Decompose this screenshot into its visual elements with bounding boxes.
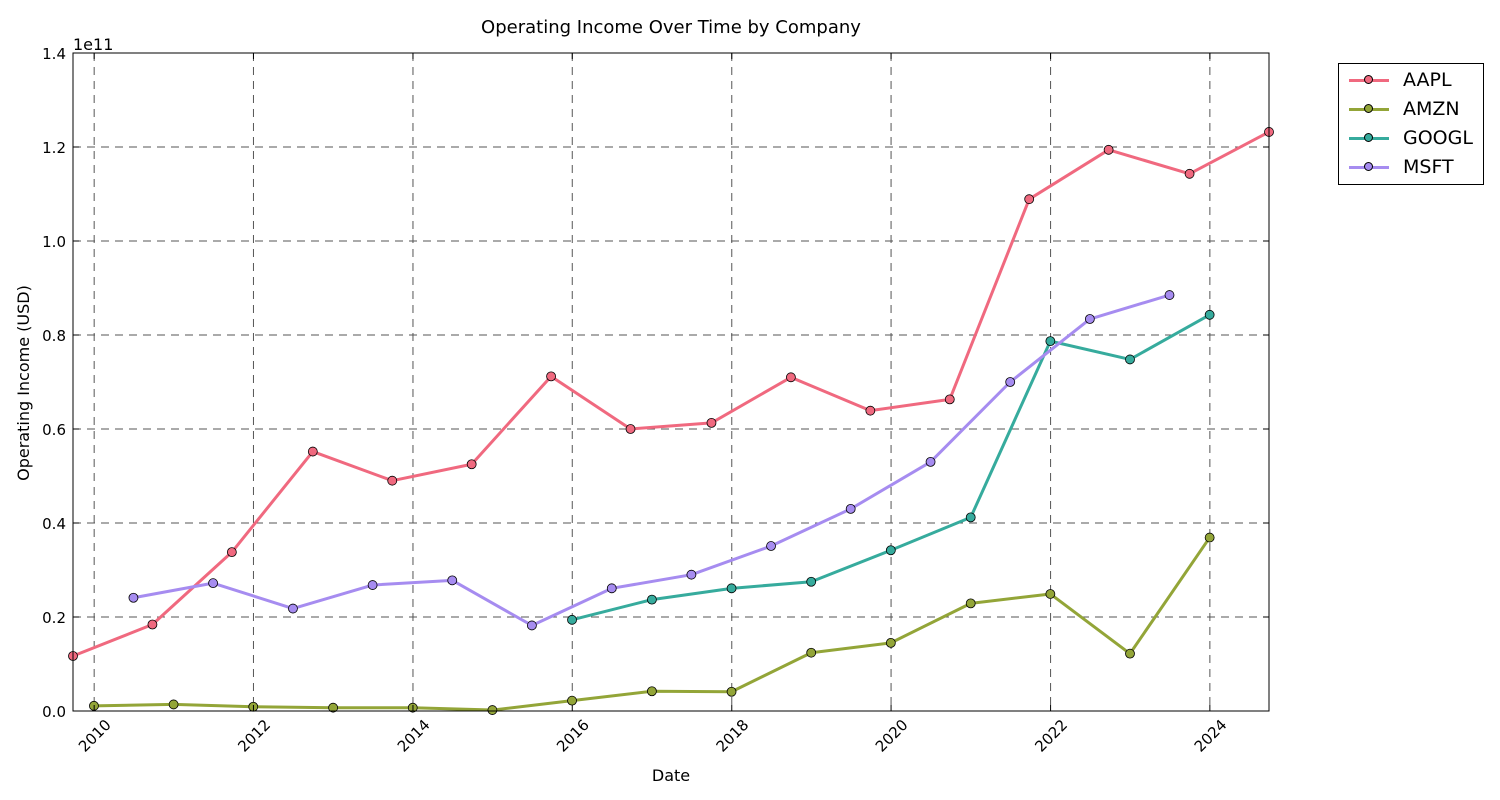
data-point-googl [726, 583, 737, 594]
data-point-amzn [168, 699, 179, 710]
x-axis-label: Date [652, 766, 690, 785]
data-point-aapl [865, 405, 876, 416]
y-tick-label: 1.4 [42, 45, 66, 63]
data-point-msft [288, 603, 298, 614]
data-point-googl [567, 614, 577, 625]
data-point-msft [845, 503, 856, 514]
series-line-amzn [92, 536, 1212, 712]
data-point-msft [1005, 377, 1016, 387]
data-point-aapl [466, 459, 477, 470]
x-tick-label: 2010 [75, 716, 115, 756]
legend-item-aapl: AAPL [1339, 66, 1485, 95]
plot-frame [72, 52, 1270, 712]
series-line-aapl [71, 130, 1271, 658]
legend-label-msft: MSFT [1403, 156, 1454, 178]
legend-marker-msft [1364, 162, 1373, 171]
data-point-msft [367, 580, 378, 590]
data-point-amzn [806, 647, 817, 658]
data-point-googl [885, 545, 896, 556]
data-point-googl [1045, 336, 1056, 347]
data-point-amzn [885, 637, 896, 648]
data-point-aapl [387, 475, 398, 486]
data-point-msft [766, 541, 776, 551]
data-point-msft [208, 578, 218, 589]
data-point-googl [1204, 309, 1215, 320]
data-point-amzn [1125, 648, 1135, 659]
data-point-amzn [1204, 532, 1215, 543]
tick-layer: 0.0 0.2 0.4 0.6 0.8 1.0 1.2 1.4 2010 2012 2014 2016… [42, 45, 1269, 756]
y-tick-label: 0.0 [42, 703, 66, 721]
y-tick-label: 0.6 [42, 421, 66, 439]
data-point-msft [128, 592, 139, 603]
data-point-aapl [1024, 194, 1035, 205]
data-point-amzn [1045, 589, 1056, 599]
y-axis-label: Operating Income (USD) [14, 285, 33, 481]
data-point-aapl [944, 394, 955, 405]
x-tick-label: 2020 [872, 716, 912, 756]
legend-label-aapl: AAPL [1403, 69, 1452, 91]
y-tick-label: 1.0 [42, 233, 66, 251]
y-tick-label: 0.2 [42, 609, 66, 627]
data-point-aapl [786, 372, 796, 383]
data-point-amzn [965, 598, 976, 609]
legend-item-googl: GOOGL [1339, 124, 1485, 153]
x-tick-label: 2012 [234, 716, 274, 756]
x-tick-label: 2022 [1031, 716, 1071, 756]
grid-layer [73, 53, 1269, 711]
x-tick-label: 2024 [1191, 716, 1231, 756]
data-point-aapl [546, 371, 556, 382]
legend-marker-aapl [1364, 75, 1373, 84]
data-point-aapl [625, 424, 636, 434]
data-point-amzn [567, 695, 577, 706]
y-tick-label: 1.2 [42, 139, 66, 157]
data-point-msft [606, 583, 617, 594]
data-point-msft [526, 620, 537, 631]
legend-item-msft: MSFT [1339, 153, 1485, 182]
x-tick-label: 2018 [713, 716, 753, 756]
data-point-aapl [1103, 144, 1114, 155]
data-point-googl [965, 512, 976, 523]
data-point-aapl [307, 446, 318, 457]
data-point-msft [1084, 314, 1095, 324]
data-point-googl [806, 576, 817, 587]
y-scale-label: 1e11 [73, 35, 113, 54]
data-point-msft [686, 569, 697, 580]
x-tick-label: 2014 [394, 716, 434, 756]
data-point-aapl [706, 417, 717, 428]
data-point-amzn [487, 705, 498, 715]
data-point-amzn [328, 702, 339, 713]
legend-label-googl: GOOGL [1403, 127, 1473, 149]
data-point-msft [447, 575, 458, 586]
data-point-msft [1164, 290, 1175, 300]
legend-marker-amzn [1364, 104, 1373, 113]
y-tick-label: 0.8 [42, 327, 66, 345]
data-point-amzn [647, 686, 657, 697]
series-layer [68, 127, 1274, 715]
series-line-msft [131, 293, 1171, 627]
data-point-amzn [726, 686, 737, 697]
x-tick-label: 2016 [553, 716, 593, 756]
y-tick-label: 0.4 [42, 515, 66, 533]
chart-title: Operating Income Over Time by Company [481, 17, 861, 38]
data-point-aapl [226, 547, 237, 558]
data-point-msft [925, 456, 936, 467]
legend-marker-googl [1364, 133, 1373, 142]
legend-item-amzn: AMZN [1339, 95, 1485, 124]
data-point-aapl [1184, 168, 1195, 179]
data-point-aapl [147, 619, 158, 630]
data-point-googl [1125, 354, 1135, 365]
legend: AAPL AMZN GOOGL MSFT [1338, 63, 1484, 185]
legend-label-amzn: AMZN [1403, 98, 1460, 120]
data-point-googl [647, 594, 657, 605]
